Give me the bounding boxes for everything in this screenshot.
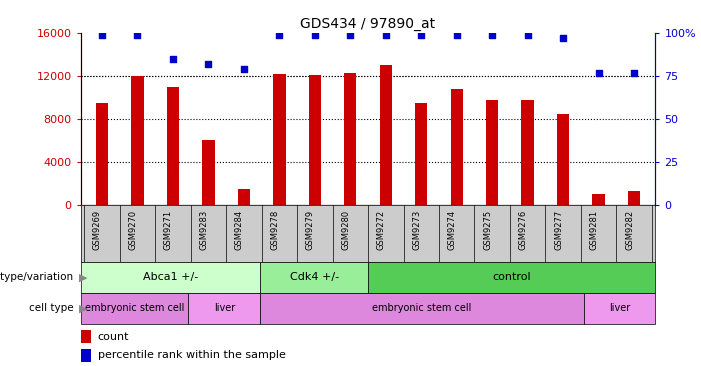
Text: GSM9276: GSM9276 xyxy=(519,209,528,250)
Text: count: count xyxy=(98,332,130,341)
Bar xyxy=(81,293,189,324)
Text: GSM9273: GSM9273 xyxy=(412,209,421,250)
Bar xyxy=(260,293,583,324)
Text: liver: liver xyxy=(609,303,630,313)
Bar xyxy=(592,194,605,205)
Text: genotype/variation: genotype/variation xyxy=(0,272,74,282)
Bar xyxy=(81,330,91,343)
Bar xyxy=(308,75,321,205)
Text: embryonic stem cell: embryonic stem cell xyxy=(85,303,184,313)
Point xyxy=(522,32,533,38)
Point xyxy=(451,32,463,38)
Bar xyxy=(522,100,534,205)
Title: GDS434 / 97890_at: GDS434 / 97890_at xyxy=(301,16,435,30)
Text: ▶: ▶ xyxy=(79,303,88,313)
Bar xyxy=(96,103,108,205)
Text: Abca1 +/-: Abca1 +/- xyxy=(143,272,198,282)
Text: GSM9283: GSM9283 xyxy=(199,209,208,250)
Text: GSM9278: GSM9278 xyxy=(271,209,279,250)
Text: GSM9281: GSM9281 xyxy=(590,209,599,250)
Bar xyxy=(167,87,179,205)
Text: GSM9271: GSM9271 xyxy=(164,209,173,250)
Text: GSM9272: GSM9272 xyxy=(376,209,386,250)
Point xyxy=(380,32,391,38)
Point xyxy=(345,32,356,38)
Point xyxy=(486,32,498,38)
Text: GSM9284: GSM9284 xyxy=(235,209,244,250)
Text: embryonic stem cell: embryonic stem cell xyxy=(372,303,472,313)
Bar xyxy=(344,73,357,205)
Bar xyxy=(202,141,215,205)
Bar xyxy=(628,191,640,205)
Point xyxy=(96,32,107,38)
Bar xyxy=(415,103,428,205)
Point xyxy=(557,35,569,41)
Text: liver: liver xyxy=(214,303,235,313)
Bar xyxy=(368,262,655,293)
Point xyxy=(416,32,427,38)
Point xyxy=(238,66,250,72)
Text: GSM9275: GSM9275 xyxy=(483,209,492,250)
Bar xyxy=(583,293,655,324)
Bar xyxy=(451,89,463,205)
Text: percentile rank within the sample: percentile rank within the sample xyxy=(98,351,286,361)
Text: GSM9270: GSM9270 xyxy=(128,209,137,250)
Text: GSM9274: GSM9274 xyxy=(448,209,457,250)
Point xyxy=(273,32,285,38)
Text: GSM9279: GSM9279 xyxy=(306,209,315,250)
Point xyxy=(132,32,143,38)
Bar xyxy=(81,349,91,362)
Bar xyxy=(379,65,392,205)
Text: control: control xyxy=(492,272,531,282)
Text: cell type: cell type xyxy=(29,303,74,313)
Text: GSM9269: GSM9269 xyxy=(93,209,102,250)
Point xyxy=(593,70,604,75)
Bar xyxy=(260,262,368,293)
Text: GSM9280: GSM9280 xyxy=(341,209,350,250)
Text: GSM9277: GSM9277 xyxy=(554,209,563,250)
Bar xyxy=(189,293,260,324)
Text: ▶: ▶ xyxy=(79,272,88,282)
Bar xyxy=(238,189,250,205)
Text: Cdk4 +/-: Cdk4 +/- xyxy=(290,272,339,282)
Point xyxy=(309,32,320,38)
Bar xyxy=(81,262,260,293)
Text: GSM9282: GSM9282 xyxy=(625,209,634,250)
Bar xyxy=(273,74,285,205)
Point xyxy=(629,70,640,75)
Bar xyxy=(557,113,569,205)
Point xyxy=(203,61,214,67)
Point xyxy=(168,56,179,61)
Bar xyxy=(131,76,144,205)
Bar xyxy=(486,100,498,205)
